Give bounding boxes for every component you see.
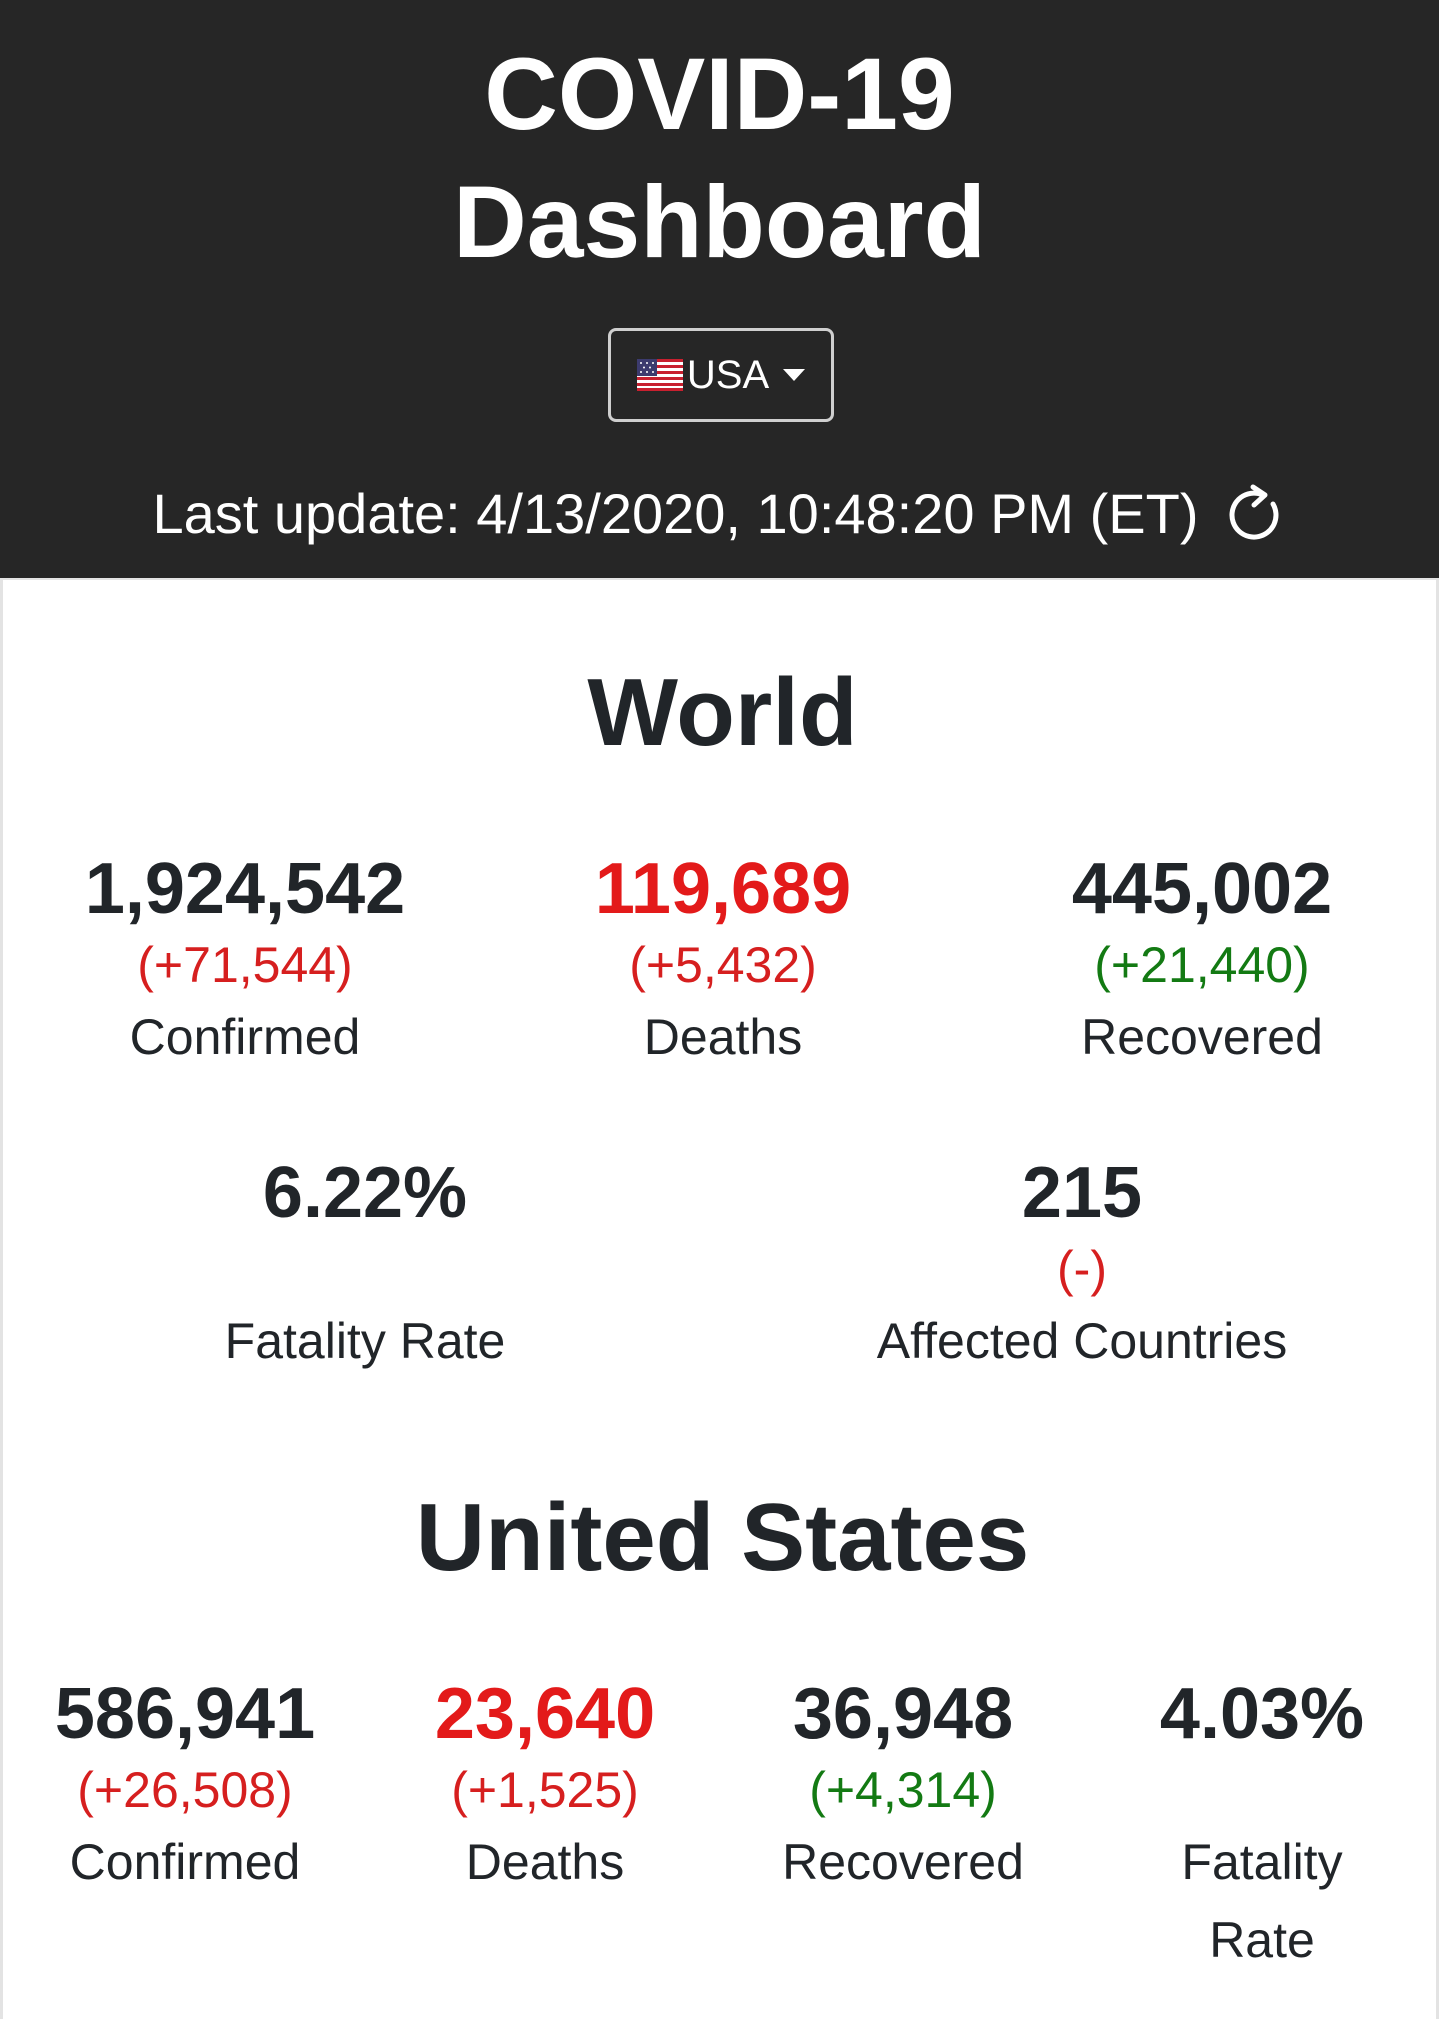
title-line-2: Dashboard xyxy=(453,165,986,279)
us-recovered-stat: 36,948 (+4,314) Recovered xyxy=(753,1671,1053,1901)
us-fatality-rate-value: 4.03% xyxy=(1159,1674,1365,1754)
us-deaths-delta: (+1,525) xyxy=(451,1762,639,1818)
dashboard-content: World 1,924,542 (+71,544) Confirmed 119,… xyxy=(0,578,1439,2019)
last-update-row: Last update: 4/13/2020, 10:48:20 PM (ET) xyxy=(0,478,1439,548)
world-deaths-value: 119,689 xyxy=(594,849,852,929)
section-title-united-states: United States xyxy=(415,1484,1030,1591)
world-fatality-rate-value: 6.22% xyxy=(262,1153,468,1233)
world-confirmed-value: 1,924,542 xyxy=(84,849,406,929)
world-affected-countries-value: 215 xyxy=(1021,1153,1143,1233)
world-confirmed-delta: (+71,544) xyxy=(137,937,353,993)
world-recovered-stat: 445,002 (+21,440) Recovered xyxy=(1002,846,1402,1076)
world-deaths-label: Deaths xyxy=(643,1009,803,1065)
last-update-text: Last update: 4/13/2020, 10:48:20 PM (ET) xyxy=(152,481,1199,545)
world-deaths-delta: (+5,432) xyxy=(629,937,817,993)
world-confirmed-label: Confirmed xyxy=(129,1009,361,1065)
us-recovered-value: 36,948 xyxy=(792,1674,1014,1754)
us-recovered-delta: (+4,314) xyxy=(809,1762,997,1818)
world-fatality-rate-label: Fatality Rate xyxy=(224,1313,506,1369)
us-confirmed-value: 586,941 xyxy=(54,1674,316,1754)
country-select-label: USA xyxy=(686,352,770,397)
country-select-button[interactable]: USA xyxy=(608,328,834,422)
refresh-icon[interactable] xyxy=(1227,480,1287,546)
us-fatality-rate-label-line-1: Fatality xyxy=(1181,1834,1343,1890)
world-recovered-delta: (+21,440) xyxy=(1094,937,1310,993)
us-deaths-stat: 23,640 (+1,525) Deaths xyxy=(395,1671,695,1901)
us-confirmed-stat: 586,941 (+26,508) Confirmed xyxy=(35,1671,335,1901)
us-confirmed-label: Confirmed xyxy=(69,1834,301,1890)
world-affected-countries-stat: 215 (-) Affected Countries xyxy=(832,1150,1332,1380)
us-recovered-label: Recovered xyxy=(782,1834,1024,1890)
us-fatality-rate-stat: 4.03% Fatality Rate xyxy=(1112,1671,1412,1979)
world-affected-countries-delta: (-) xyxy=(1057,1241,1107,1297)
section-title-world: World xyxy=(587,659,858,766)
us-confirmed-delta: (+26,508) xyxy=(77,1762,293,1818)
dashboard-header: COVID-19 Dashboard USA Last update: 4/13… xyxy=(0,0,1439,578)
title-line-1: COVID-19 xyxy=(484,37,955,151)
world-recovered-label: Recovered xyxy=(1081,1009,1323,1065)
chevron-down-icon xyxy=(783,369,806,381)
us-fatality-rate-label-line-2: Rate xyxy=(1209,1912,1315,1968)
world-confirmed-stat: 1,924,542 (+71,544) Confirmed xyxy=(45,846,445,1076)
world-fatality-rate-stat: 6.22% Fatality Rate xyxy=(165,1150,565,1380)
us-deaths-label: Deaths xyxy=(465,1834,625,1890)
us-deaths-value: 23,640 xyxy=(434,1674,656,1754)
world-recovered-value: 445,002 xyxy=(1071,849,1333,929)
world-affected-countries-label: Affected Countries xyxy=(876,1313,1288,1369)
page-title: COVID-19 Dashboard xyxy=(0,30,1439,286)
world-deaths-stat: 119,689 (+5,432) Deaths xyxy=(523,846,923,1076)
us-flag-icon xyxy=(636,359,683,391)
